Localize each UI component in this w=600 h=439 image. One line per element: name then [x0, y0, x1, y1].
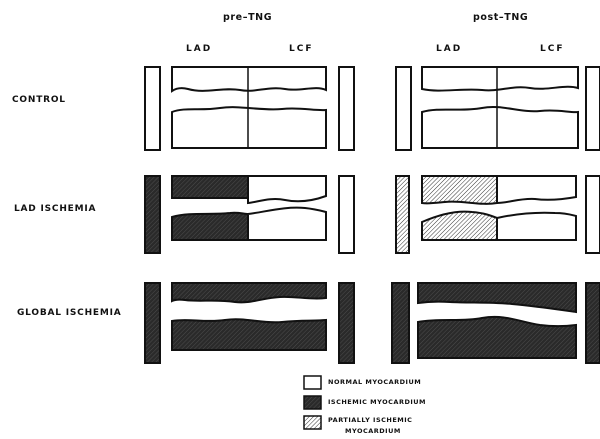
lad-anterior-partial: [421, 175, 498, 205]
septal-wall-ischemic: [391, 282, 410, 364]
lad-posterior-partial: [421, 210, 498, 241]
column-header-pre-tng: pre–TNG: [223, 12, 273, 23]
lcf-anterior-normal: [247, 175, 327, 205]
anterior-wall-segment: [171, 66, 327, 93]
lcf-label-post: LCF: [540, 44, 565, 54]
column-header-post-tng: post–TNG: [473, 12, 529, 23]
legend-label-ischemic: ISCHEMIC MYOCARDIUM: [328, 398, 427, 406]
lateral-wall-ischemic: [585, 282, 600, 364]
septal-wall: [144, 66, 161, 151]
legend: [303, 375, 322, 430]
legend-swatch-partial: [303, 415, 322, 430]
row-label-control: CONTROL: [12, 95, 66, 105]
lateral-wall: [338, 66, 355, 151]
legend-swatch-normal: [303, 375, 322, 390]
lateral-wall: [585, 66, 600, 151]
legend-label-normal: NORMAL MYOCARDIUM: [328, 378, 422, 386]
legend-label-partial-line2: MYOCARDIUM: [345, 427, 401, 435]
lateral-wall: [585, 175, 600, 254]
lcf-label-pre: LCF: [289, 44, 314, 54]
septal-wall: [395, 66, 412, 151]
panel-global-ischemia-post: [391, 282, 600, 364]
panel-lad-ischemia-post: [395, 175, 600, 254]
panel-global-ischemia-pre: [144, 282, 355, 364]
lcf-anterior-normal: [496, 175, 577, 205]
panel-control-post: [395, 66, 600, 151]
septal-wall-partial: [395, 175, 410, 254]
legend-swatch-ischemic: [303, 395, 322, 410]
anterior-wall-ischemic: [417, 282, 577, 314]
anterior-wall-segment: [421, 66, 579, 92]
panel-lad-ischemia-pre: [144, 175, 355, 254]
anterior-wall-ischemic: [171, 282, 327, 304]
posterior-wall-ischemic: [171, 318, 327, 351]
lcf-posterior-normal: [247, 206, 327, 241]
lad-label-post: LAD: [436, 44, 463, 54]
posterior-wall-ischemic: [417, 315, 577, 359]
lad-posterior-ischemic: [171, 211, 249, 241]
lad-label-pre: LAD: [186, 44, 213, 54]
posterior-wall-segment: [171, 106, 327, 149]
septal-wall-ischemic: [144, 282, 161, 364]
posterior-wall-segment: [421, 106, 579, 149]
lad-anterior-ischemic: [171, 175, 249, 199]
row-label-lad-ischemia: LAD ISCHEMIA: [14, 204, 97, 214]
lateral-wall: [338, 175, 355, 254]
row-label-global-ischemia: GLOBAL ISCHEMIA: [17, 308, 122, 318]
lcf-posterior-normal: [496, 211, 577, 241]
panel-control-pre: [144, 66, 355, 151]
lateral-wall-ischemic: [338, 282, 355, 364]
legend-label-partial: PARTIALLY ISCHEMIC: [328, 416, 413, 424]
septal-wall-ischemic: [144, 175, 161, 254]
